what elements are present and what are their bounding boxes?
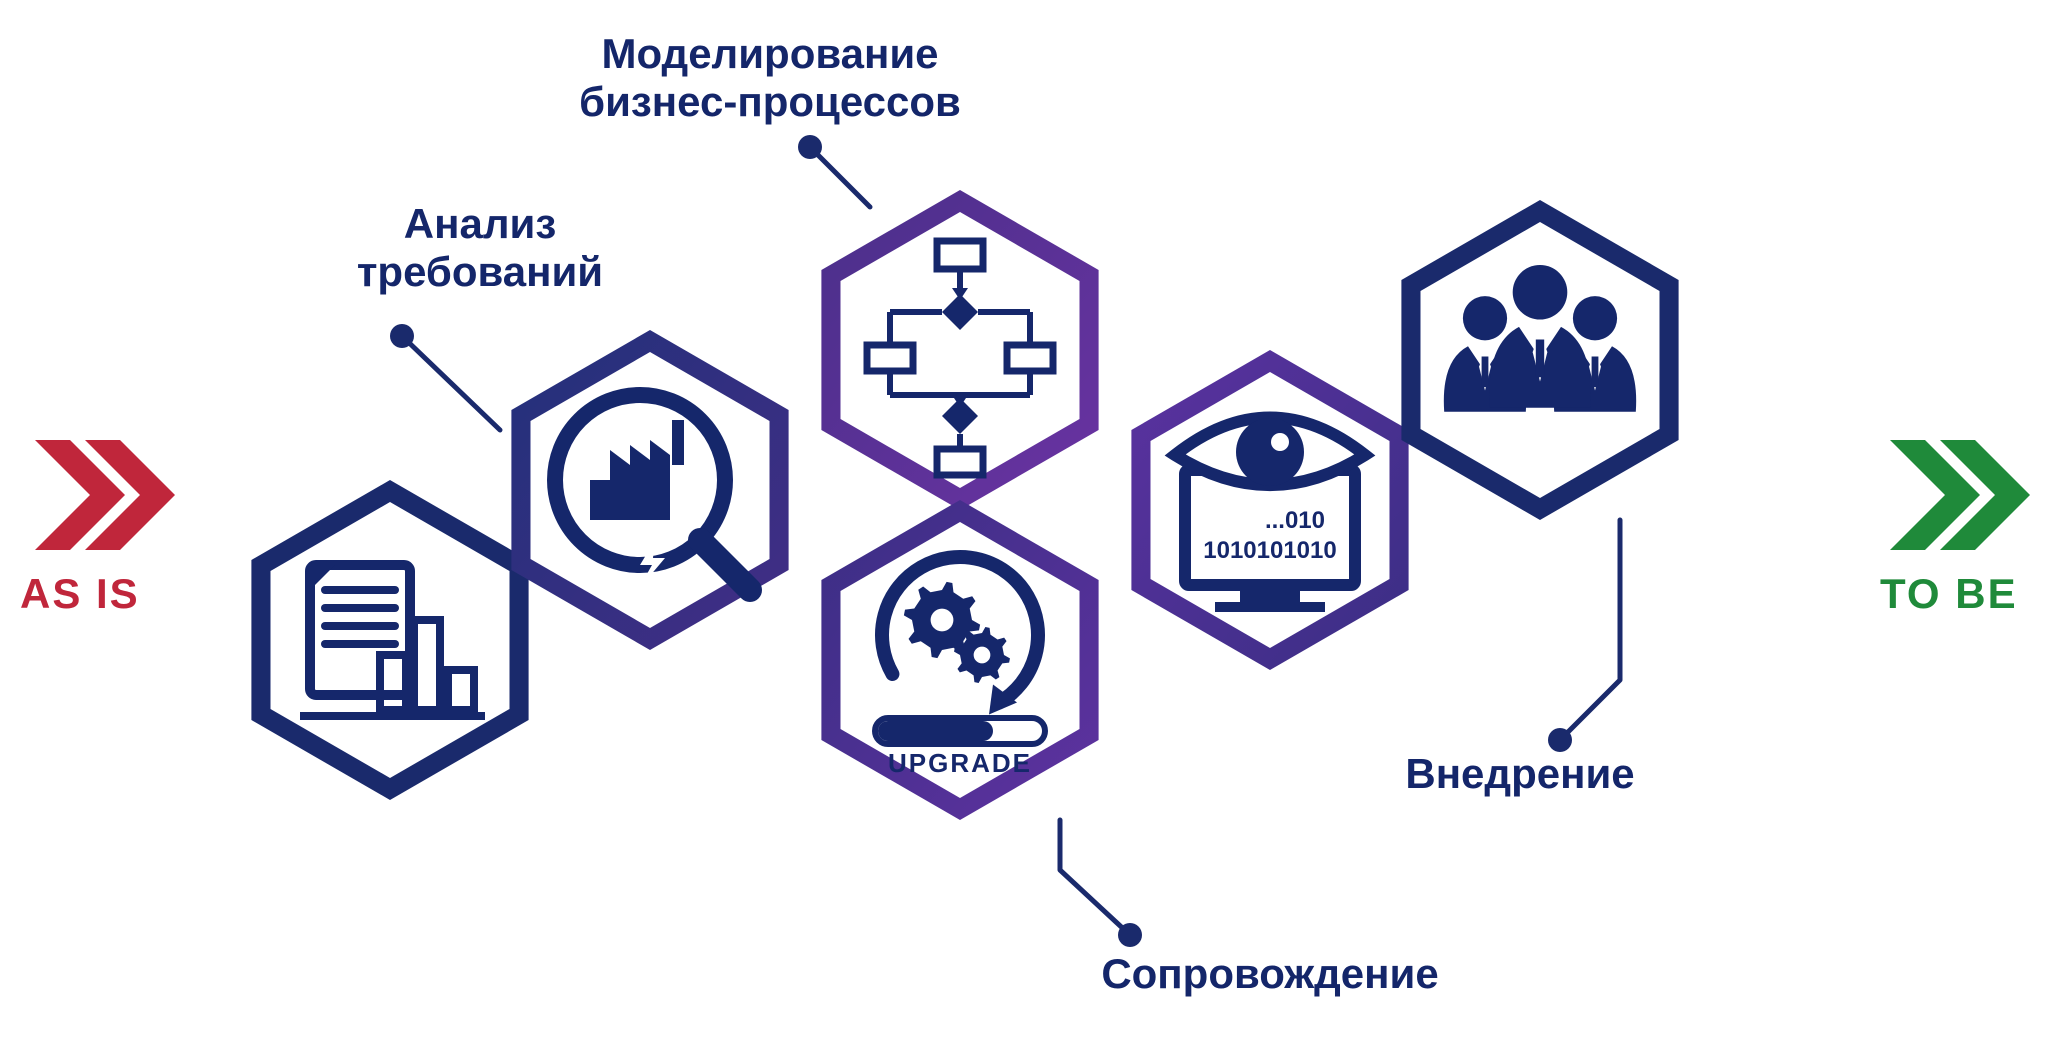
hex-reports bbox=[251, 480, 528, 800]
tobe-label: TO BE bbox=[1880, 570, 2018, 618]
binary-line: ...010 bbox=[1265, 507, 1325, 534]
callout-label: Моделирование бизнес-процессов bbox=[490, 30, 1050, 127]
callout-dot bbox=[798, 135, 822, 159]
callout-label: Сопровождение bbox=[1010, 950, 1530, 998]
callout-line bbox=[1060, 820, 1130, 935]
callout-dot bbox=[1118, 923, 1142, 947]
diagram-svg: UPGRADE ...010 1010101010 bbox=[0, 0, 2048, 1063]
hex-upgrade: UPGRADE bbox=[821, 500, 1098, 820]
callout-dot bbox=[1548, 728, 1572, 752]
diagram-stage: UPGRADE ...010 1010101010 Анализ требовани… bbox=[0, 0, 2048, 1063]
callout-label: Внедрение bbox=[1330, 750, 1710, 798]
callout-label: Анализ требований bbox=[300, 200, 660, 297]
hex-analysis bbox=[511, 330, 788, 650]
asis-label: AS IS bbox=[20, 570, 140, 618]
callout-dot bbox=[390, 324, 414, 348]
upgrade-label: UPGRADE bbox=[888, 748, 1032, 778]
callout-line bbox=[1560, 520, 1620, 740]
hex-modeling bbox=[821, 190, 1098, 510]
hex-people bbox=[1401, 200, 1678, 520]
binary-line: 1010101010 bbox=[1203, 537, 1336, 564]
hex-monitor: ...010 1010101010 bbox=[1131, 350, 1408, 670]
callout-line bbox=[402, 336, 500, 430]
callout-line bbox=[810, 147, 870, 207]
